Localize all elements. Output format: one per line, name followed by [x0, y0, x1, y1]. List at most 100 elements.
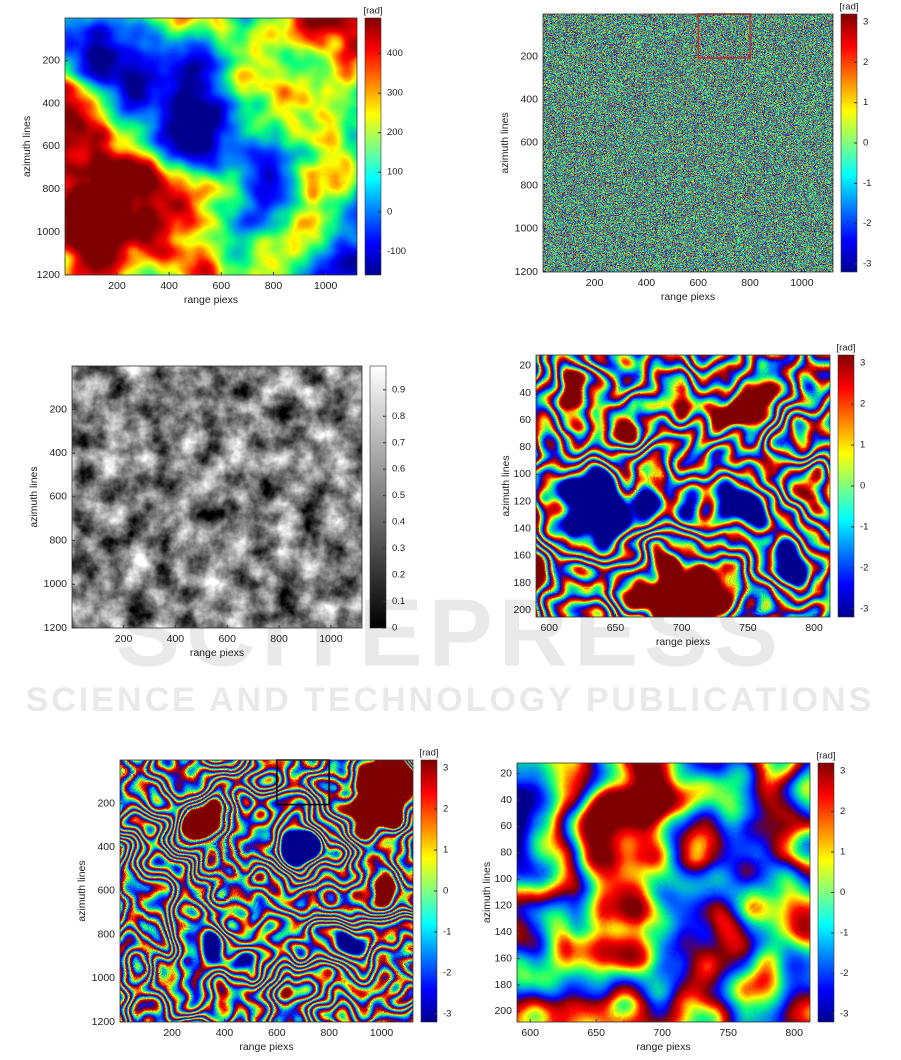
colorbar-tick-label: -2 [863, 218, 871, 229]
colorbar-tick-label: -2 [840, 968, 848, 979]
colorbar-tick-label: -100 [387, 246, 406, 257]
colorbar-label: [rad] [839, 2, 858, 13]
y-tick-label: 160 [513, 550, 531, 562]
colorbar-tick-label: 0.3 [392, 543, 405, 554]
y-tick-label: 1000 [92, 972, 116, 984]
x-tick-label: 1000 [314, 280, 338, 292]
y-tick-label: 800 [42, 183, 60, 195]
y-axis-label: azimuth lines [76, 860, 88, 921]
y-tick-label: 200 [513, 604, 531, 616]
colorbar-tick-label: -3 [443, 1008, 451, 1019]
colorbar-tick-label: 3 [863, 17, 868, 28]
colorbar-label: [rad] [419, 748, 438, 759]
colorbar-tick-label: 0 [860, 481, 865, 492]
image-plot [120, 760, 413, 1022]
y-tick-label: 400 [42, 97, 60, 109]
y-tick-label: 1000 [515, 223, 539, 235]
x-tick-label: 800 [270, 633, 288, 645]
y-tick-label: 120 [513, 495, 531, 507]
y-tick-label: 800 [520, 180, 538, 192]
y-tick-label: 800 [97, 928, 115, 940]
x-tick-label: 1000 [319, 633, 343, 645]
colorbar-tick-label: 0.7 [392, 437, 405, 448]
colorbar-tick-label: 0 [387, 206, 392, 217]
y-tick-label: 1200 [44, 622, 68, 634]
y-tick-label: 200 [42, 54, 60, 66]
x-axis-label: range piexs [636, 1041, 690, 1053]
x-axis-label: range piexs [239, 1041, 293, 1053]
y-tick-label: 200 [494, 1005, 512, 1017]
x-tick-label: 600 [268, 1027, 286, 1039]
y-tick-label: 800 [49, 534, 67, 546]
colorbar-tick-label: -1 [860, 521, 868, 532]
colorbar [369, 365, 387, 629]
colorbar-tick-label: 0.9 [392, 384, 405, 395]
image-plot [517, 763, 810, 1022]
x-tick-label: 200 [163, 1027, 181, 1039]
y-tick-label: 140 [513, 523, 531, 535]
y-tick-label: 400 [520, 94, 538, 106]
colorbar-tick-label: 0.4 [392, 517, 405, 528]
y-tick-label: 180 [494, 979, 512, 991]
colorbar-tick-label: -3 [863, 258, 871, 269]
colorbar-tick-label: 0.2 [392, 570, 405, 581]
x-tick-label: 700 [673, 622, 691, 634]
colorbar-tick-label: -2 [860, 562, 868, 573]
colorbar-tick-label: 1 [860, 440, 865, 451]
colorbar-tick-label: 0 [443, 886, 448, 897]
x-tick-label: 400 [216, 1027, 234, 1039]
colorbar-tick-label: 3 [443, 763, 448, 774]
colorbar-tick-label: 2 [443, 804, 448, 815]
colorbar-tick-label: -1 [443, 926, 451, 937]
colorbar-tick-label: 100 [387, 167, 403, 178]
x-tick-label: 800 [320, 1027, 338, 1039]
x-axis-label: range piexs [661, 291, 715, 303]
colorbar-tick-label: 2 [860, 399, 865, 410]
y-axis-label: azimuth lines [500, 455, 512, 516]
colorbar-label: [rad] [816, 751, 835, 762]
x-tick-label: 200 [108, 280, 126, 292]
y-tick-label: 200 [97, 797, 115, 809]
x-tick-label: 650 [607, 622, 625, 634]
x-tick-label: 600 [689, 277, 707, 289]
colorbar-tick-label: 200 [387, 127, 403, 138]
y-tick-label: 40 [519, 387, 531, 399]
colorbar-tick-label: 0 [392, 623, 397, 634]
colorbar-tick-label: 3 [840, 766, 845, 777]
colorbar-tick-label: 0 [863, 138, 868, 149]
x-axis-label: range piexs [656, 636, 710, 648]
x-tick-label: 1000 [790, 277, 814, 289]
y-tick-label: 80 [519, 441, 531, 453]
x-tick-label: 800 [785, 1027, 803, 1039]
x-tick-label: 600 [540, 622, 558, 634]
y-tick-label: 1000 [37, 226, 61, 238]
image-plot [65, 18, 357, 275]
colorbar-tick-label: -3 [840, 1008, 848, 1019]
x-tick-label: 800 [805, 622, 823, 634]
y-tick-label: 1200 [515, 266, 539, 278]
y-axis-label: azimuth lines [28, 466, 40, 527]
x-axis-label: range piexs [184, 294, 238, 306]
colorbar-tick-label: 0 [840, 887, 845, 898]
x-tick-label: 750 [719, 1027, 737, 1039]
colorbar-tick-label: -1 [863, 178, 871, 189]
x-tick-label: 1000 [370, 1027, 394, 1039]
y-tick-label: 40 [500, 794, 512, 806]
y-tick-label: 140 [494, 926, 512, 938]
y-tick-label: 120 [494, 899, 512, 911]
y-tick-label: 60 [500, 820, 512, 832]
x-tick-label: 400 [160, 280, 178, 292]
y-axis-label: azimuth lines [21, 116, 33, 177]
colorbar-tick-label: 1 [443, 845, 448, 856]
colorbar-tick-label: -3 [860, 603, 868, 614]
y-tick-label: 60 [519, 414, 531, 426]
y-tick-label: 200 [49, 403, 67, 415]
x-tick-label: 200 [115, 633, 133, 645]
y-tick-label: 20 [500, 767, 512, 779]
x-tick-label: 800 [741, 277, 759, 289]
y-axis-label: azimuth lines [499, 112, 511, 173]
colorbar-tick-label: 0.8 [392, 411, 405, 422]
colorbar-tick-label: 400 [387, 48, 403, 59]
colorbar-tick-label: 0.1 [392, 596, 405, 607]
y-tick-label: 600 [49, 491, 67, 503]
